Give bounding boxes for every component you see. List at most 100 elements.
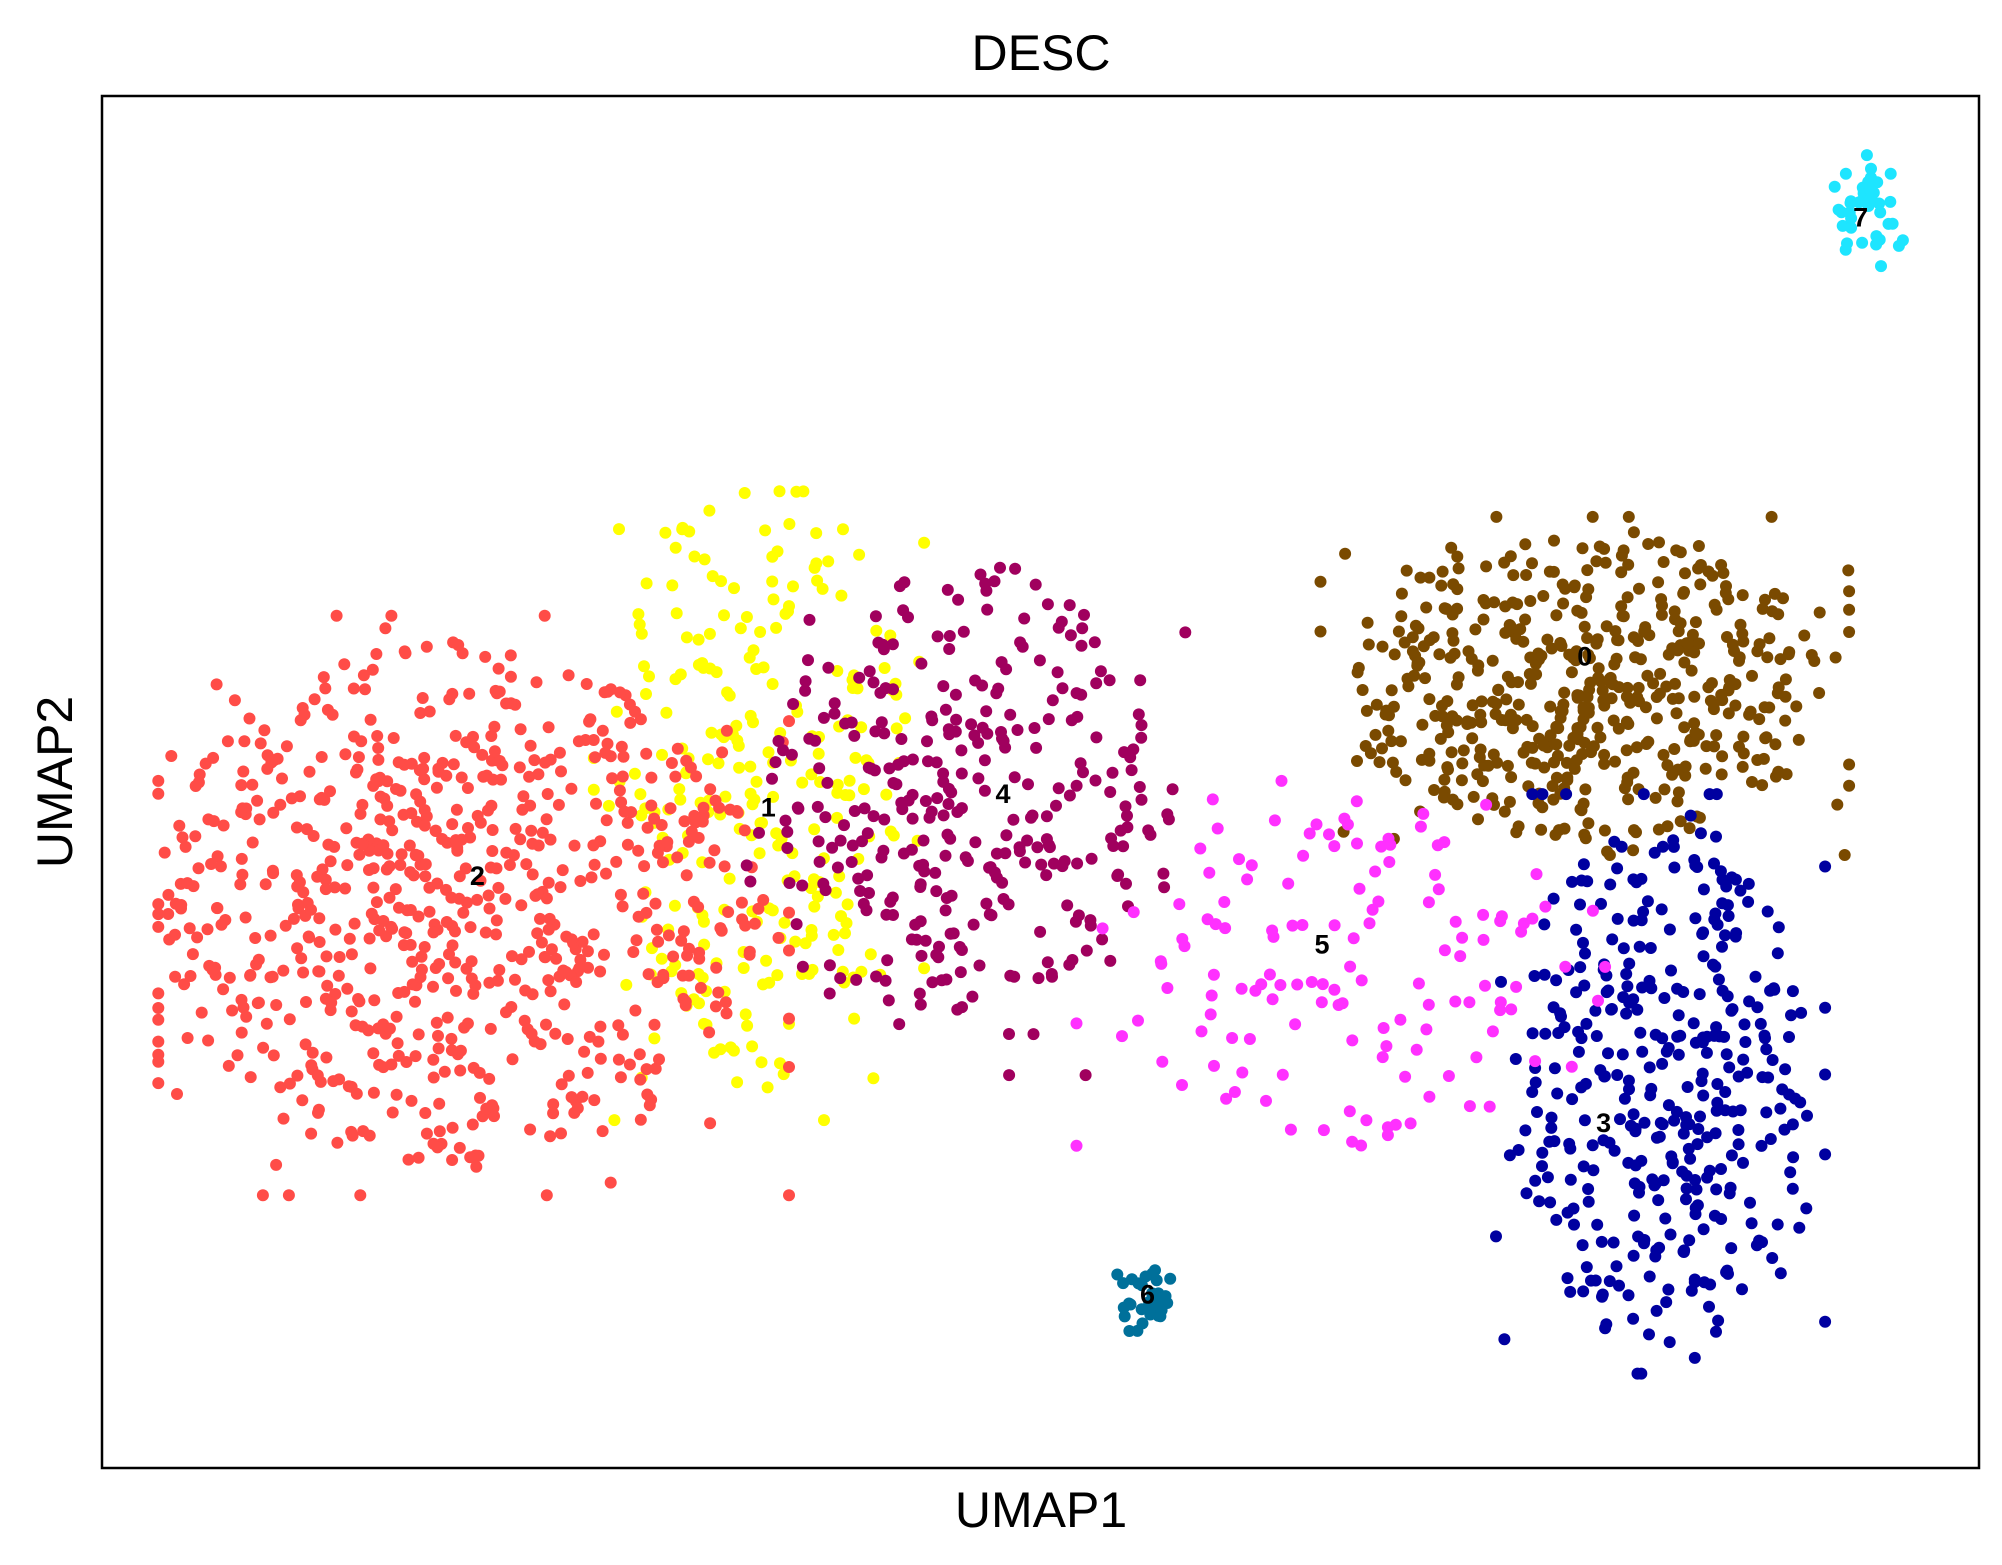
point-cluster-2 — [162, 908, 175, 920]
point-cluster-2 — [331, 1136, 344, 1149]
point-cluster-5 — [1328, 919, 1341, 932]
point-cluster-0 — [1504, 620, 1517, 633]
point-cluster-4 — [919, 795, 932, 807]
point-cluster-0 — [1761, 651, 1774, 664]
point-cluster-0 — [1575, 606, 1588, 619]
point-cluster-5 — [1297, 849, 1310, 862]
point-cluster-5 — [1480, 798, 1493, 811]
point-cluster-5 — [1156, 1055, 1169, 1068]
point-cluster-0 — [1503, 795, 1516, 808]
point-cluster-2 — [554, 881, 567, 894]
point-cluster-2 — [709, 1000, 722, 1013]
point-cluster-4 — [1032, 972, 1045, 985]
point-cluster-0 — [1805, 649, 1818, 661]
point-cluster-4 — [1074, 757, 1087, 770]
point-cluster-4 — [867, 810, 880, 823]
point-cluster-2 — [379, 622, 392, 635]
point-cluster-2 — [718, 860, 731, 873]
point-cluster-4 — [1041, 598, 1054, 611]
point-cluster-2 — [523, 945, 535, 958]
point-cluster-1 — [841, 898, 854, 911]
point-cluster-2 — [704, 783, 717, 796]
point-cluster-2 — [531, 927, 544, 940]
point-cluster-4 — [863, 665, 876, 678]
point-cluster-2 — [400, 927, 413, 940]
point-cluster-4 — [1075, 688, 1088, 701]
point-cluster-2 — [614, 888, 627, 901]
point-cluster-2 — [392, 756, 405, 769]
point-cluster-0 — [1579, 783, 1592, 796]
point-cluster-4 — [906, 753, 919, 766]
point-cluster-2 — [274, 798, 287, 811]
point-cluster-2 — [490, 914, 503, 927]
point-cluster-5 — [1412, 977, 1425, 990]
point-cluster-4 — [954, 966, 967, 979]
point-cluster-5 — [1317, 1124, 1330, 1137]
point-cluster-5 — [1376, 1051, 1389, 1064]
point-cluster-3 — [1755, 1139, 1768, 1152]
point-cluster-2 — [629, 705, 641, 718]
point-cluster-0 — [1571, 689, 1584, 702]
point-cluster-4 — [939, 703, 952, 716]
point-cluster-5 — [1260, 1094, 1272, 1107]
point-cluster-4 — [959, 851, 972, 864]
point-cluster-2 — [300, 996, 312, 1008]
point-cluster-2 — [514, 723, 527, 736]
point-cluster-4 — [1061, 899, 1074, 912]
point-cluster-3 — [1548, 1135, 1561, 1148]
point-cluster-2 — [315, 751, 328, 763]
point-cluster-2 — [520, 858, 533, 871]
point-cluster-2 — [590, 797, 602, 810]
point-cluster-2 — [693, 946, 706, 959]
point-cluster-0 — [1590, 637, 1603, 650]
point-cluster-3 — [1729, 873, 1742, 886]
point-cluster-3 — [1663, 923, 1676, 936]
point-cluster-2 — [458, 1021, 471, 1034]
point-cluster-0 — [1581, 564, 1594, 577]
points-layer — [152, 149, 1909, 1380]
point-cluster-3 — [1677, 986, 1690, 998]
point-cluster-5 — [1515, 925, 1528, 938]
point-cluster-0 — [1590, 555, 1603, 568]
point-cluster-0 — [1615, 600, 1628, 613]
point-cluster-3 — [1610, 1260, 1623, 1273]
point-cluster-4 — [1014, 636, 1027, 649]
point-cluster-2 — [783, 1061, 795, 1073]
point-cluster-0 — [1633, 582, 1645, 595]
point-cluster-2 — [276, 772, 288, 785]
point-cluster-4 — [1075, 639, 1088, 652]
point-cluster-4 — [877, 844, 890, 857]
point-cluster-2 — [479, 926, 492, 939]
point-cluster-2 — [545, 943, 558, 956]
point-cluster-2 — [679, 999, 692, 1012]
point-cluster-2 — [235, 779, 248, 792]
point-cluster-2 — [211, 902, 224, 915]
point-cluster-4 — [939, 849, 952, 862]
point-cluster-7 — [1864, 183, 1877, 196]
point-cluster-2 — [692, 901, 705, 913]
point-cluster-4 — [957, 625, 970, 638]
point-cluster-1 — [692, 968, 705, 980]
point-cluster-4 — [846, 839, 859, 852]
point-cluster-3 — [1622, 1289, 1635, 1302]
point-cluster-3 — [1700, 1046, 1713, 1059]
point-cluster-2 — [270, 999, 283, 1011]
point-cluster-2 — [446, 818, 459, 831]
point-cluster-0 — [1476, 775, 1489, 788]
point-cluster-0 — [1446, 627, 1459, 640]
point-cluster-2 — [507, 849, 520, 862]
point-cluster-4 — [918, 865, 931, 878]
point-cluster-3 — [1704, 1278, 1717, 1291]
point-cluster-0 — [1790, 700, 1803, 713]
point-cluster-2 — [623, 1058, 636, 1071]
point-cluster-0 — [1657, 748, 1670, 761]
point-cluster-0 — [1609, 755, 1621, 768]
point-cluster-0 — [1733, 651, 1746, 664]
point-cluster-2 — [290, 821, 303, 834]
point-cluster-0 — [1436, 565, 1449, 578]
point-cluster-0 — [1669, 677, 1681, 690]
point-cluster-0 — [1445, 541, 1458, 554]
point-cluster-2 — [680, 869, 693, 882]
point-cluster-3 — [1648, 846, 1661, 859]
point-cluster-4 — [777, 744, 789, 757]
